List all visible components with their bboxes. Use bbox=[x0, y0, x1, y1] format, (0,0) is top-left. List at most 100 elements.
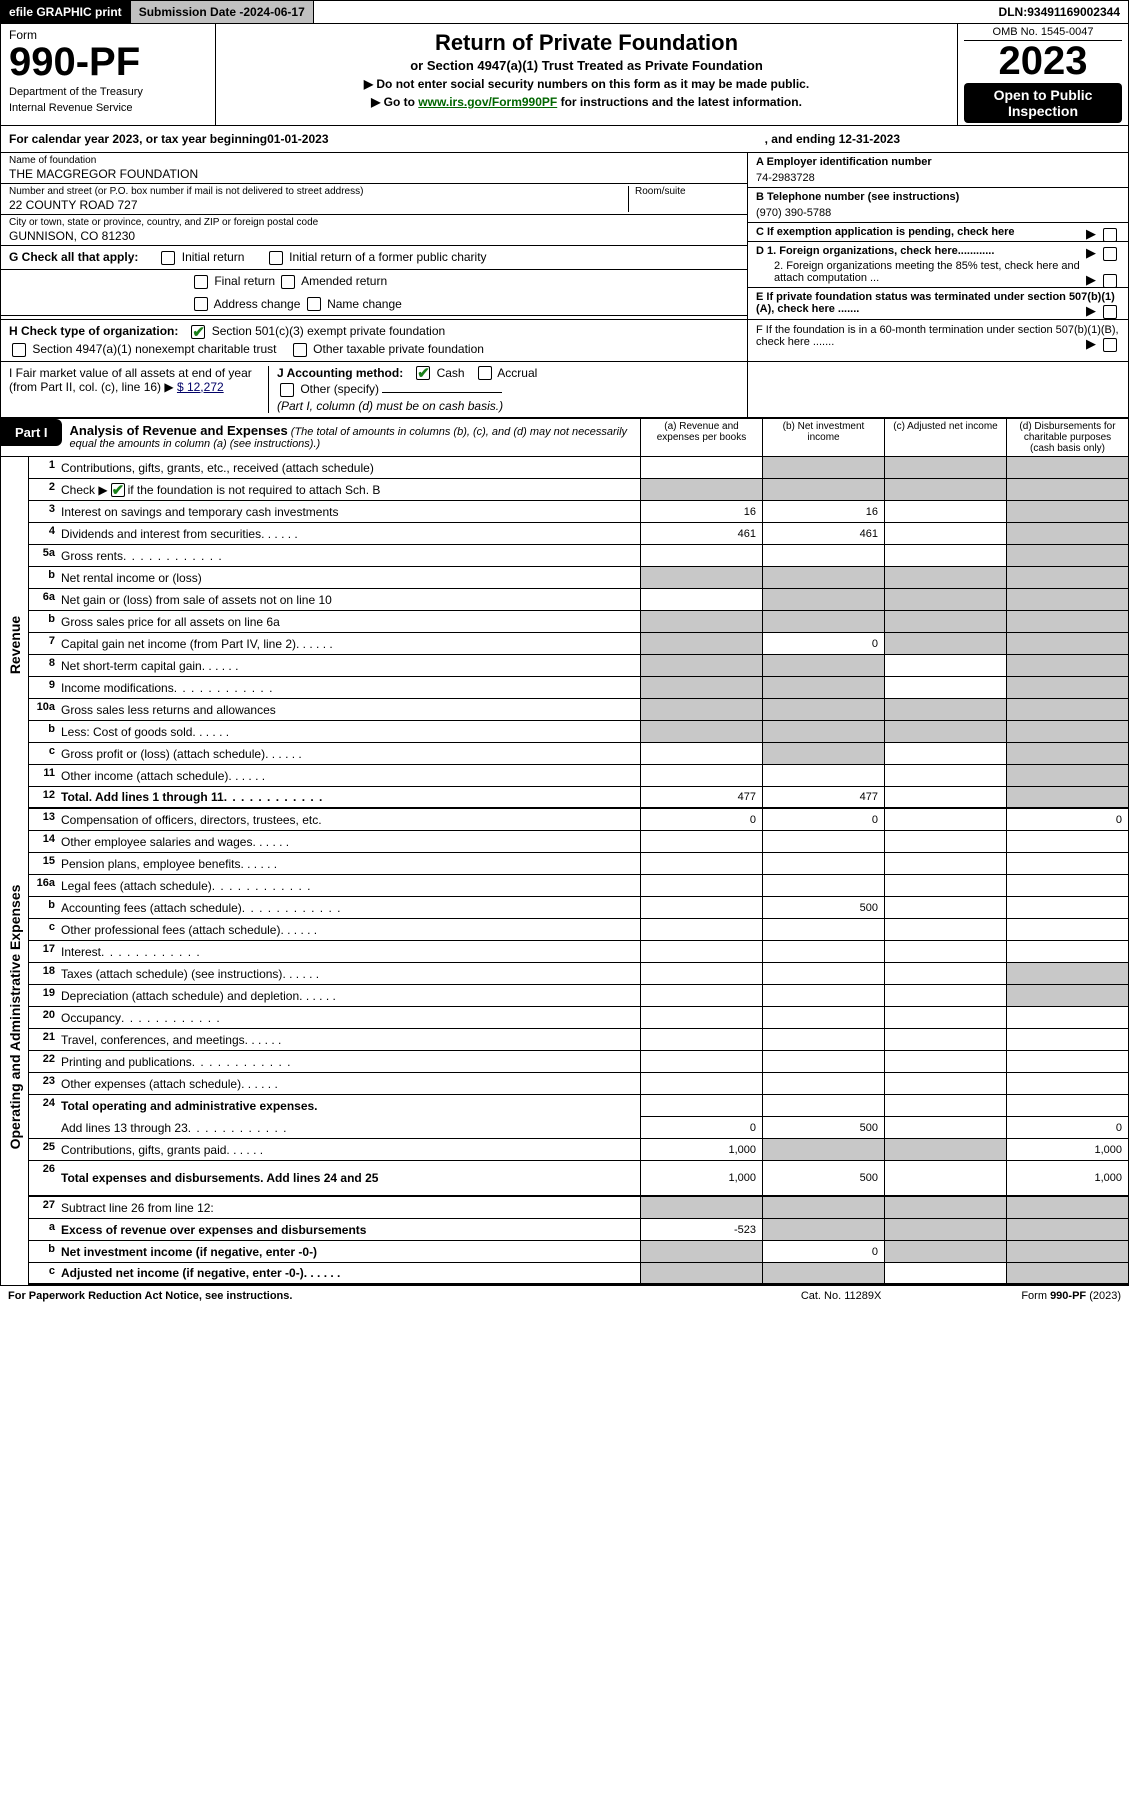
s501-checkbox[interactable] bbox=[191, 325, 205, 339]
l24b-v: 500 bbox=[762, 1117, 884, 1138]
l19: Depreciation (attach schedule) and deple… bbox=[59, 985, 640, 1006]
f-cell: F If the foundation is in a 60-month ter… bbox=[748, 320, 1128, 361]
street-cell: Number and street (or P.O. box number if… bbox=[9, 186, 629, 212]
c-text: C If exemption application is pending, c… bbox=[756, 226, 1015, 238]
l12: Total. Add lines 1 through 11 bbox=[59, 787, 640, 807]
l16b: Accounting fees (attach schedule) bbox=[59, 897, 640, 918]
cal-end-wrap: , and ending 12-31-2023 bbox=[765, 132, 1120, 146]
h-left: H Check type of organization: Section 50… bbox=[1, 320, 748, 361]
i-box: I Fair market value of all assets at end… bbox=[9, 366, 269, 414]
expenses-vtext: Operating and Administrative Expenses bbox=[7, 885, 23, 1150]
j-label: J Accounting method: bbox=[277, 366, 403, 380]
l2: Check ▶ if the foundation is not require… bbox=[59, 479, 640, 500]
dln-label: DLN: bbox=[999, 5, 1028, 19]
l14: Other employee salaries and wages bbox=[59, 831, 640, 852]
form-id-box: Form 990-PF Department of the Treasury I… bbox=[1, 24, 216, 125]
efile-print-button[interactable]: efile GRAPHIC print bbox=[1, 1, 131, 23]
col-d-head: (d) Disbursements for charitable purpose… bbox=[1006, 419, 1128, 456]
s4947-checkbox[interactable] bbox=[12, 343, 26, 357]
initial-return-checkbox[interactable] bbox=[161, 251, 175, 265]
l26d: 1,000 bbox=[1006, 1161, 1128, 1195]
cash-checkbox[interactable] bbox=[416, 366, 430, 380]
part1-text: Analysis of Revenue and Expenses (The to… bbox=[62, 419, 640, 456]
room-label: Room/suite bbox=[635, 186, 739, 197]
d1-checkbox[interactable] bbox=[1103, 247, 1117, 261]
l8: Net short-term capital gain bbox=[59, 655, 640, 676]
e-checkbox[interactable] bbox=[1103, 305, 1117, 319]
tel-label: B Telephone number (see instructions) bbox=[756, 191, 1120, 203]
l13a: 0 bbox=[640, 809, 762, 830]
d-cell: D 1. Foreign organizations, check here..… bbox=[748, 242, 1128, 288]
revenue-section: Revenue 1Contributions, gifts, grants, e… bbox=[1, 457, 1128, 809]
other-tax-checkbox[interactable] bbox=[293, 343, 307, 357]
initial-former-checkbox[interactable] bbox=[269, 251, 283, 265]
submission-date-label: Submission Date - bbox=[139, 5, 244, 19]
g-label: G Check all that apply: bbox=[9, 250, 138, 264]
l9: Income modifications bbox=[59, 677, 640, 698]
ein-value: 74-2983728 bbox=[756, 172, 1120, 184]
dln: DLN: 93491169002344 bbox=[991, 1, 1128, 23]
name-change-checkbox[interactable] bbox=[307, 297, 321, 311]
l22: Printing and publications bbox=[59, 1051, 640, 1072]
l2-post: if the foundation is not required to att… bbox=[128, 483, 381, 497]
col-b-head: (b) Net investment income bbox=[762, 419, 884, 456]
info-right: A Employer identification number 74-2983… bbox=[748, 153, 1128, 319]
revenue-lines: 1Contributions, gifts, grants, etc., rec… bbox=[29, 457, 1128, 809]
l1: Contributions, gifts, grants, etc., rece… bbox=[59, 457, 640, 478]
l4a: 461 bbox=[640, 523, 762, 544]
address-change-checkbox[interactable] bbox=[194, 297, 208, 311]
other-acct-checkbox[interactable] bbox=[280, 383, 294, 397]
l21: Travel, conferences, and meetings bbox=[59, 1029, 640, 1050]
l25d: 1,000 bbox=[1006, 1139, 1128, 1160]
l13b: 0 bbox=[762, 809, 884, 830]
accrual-checkbox[interactable] bbox=[478, 366, 492, 380]
l6b: Gross sales price for all assets on line… bbox=[59, 611, 640, 632]
cal-pre: For calendar year 2023, or tax year begi… bbox=[9, 132, 267, 146]
submission-date-value: 2024-06-17 bbox=[243, 5, 304, 19]
i-arrow: ▶ bbox=[164, 380, 173, 394]
city-state-zip: GUNNISON, CO 81230 bbox=[9, 229, 739, 243]
ssn-warning: ▶ Do not enter social security numbers o… bbox=[226, 77, 947, 91]
form-number: 990-PF bbox=[9, 42, 207, 82]
c-checkbox[interactable] bbox=[1103, 228, 1117, 242]
l25: Contributions, gifts, grants paid bbox=[59, 1139, 640, 1160]
ein-label: A Employer identification number bbox=[756, 156, 1120, 168]
accrual-label: Accrual bbox=[497, 366, 537, 380]
l7: Capital gain net income (from Part IV, l… bbox=[59, 633, 640, 654]
part1-label: Part I bbox=[1, 419, 62, 446]
part1-header: Part I Analysis of Revenue and Expenses … bbox=[1, 419, 1128, 457]
other-acct-label: Other (specify) bbox=[300, 382, 379, 396]
revenue-vtext: Revenue bbox=[7, 616, 23, 674]
net-lines: 27Subtract line 26 from line 12: aExcess… bbox=[29, 1197, 1128, 1285]
l10c: Gross profit or (loss) (attach schedule) bbox=[59, 743, 640, 764]
cash-label: Cash bbox=[437, 366, 465, 380]
l24a-v: 0 bbox=[640, 1117, 762, 1138]
irs-link[interactable]: www.irs.gov/Form990PF bbox=[418, 95, 557, 109]
j-box: J Accounting method: Cash Accrual Other … bbox=[269, 366, 739, 414]
addr-label: Number and street (or P.O. box number if… bbox=[9, 186, 622, 197]
l11: Other income (attach schedule) bbox=[59, 765, 640, 786]
amended-return-checkbox[interactable] bbox=[281, 275, 295, 289]
goto-link-line: ▶ Go to www.irs.gov/Form990PF for instru… bbox=[226, 95, 947, 109]
l12a: 477 bbox=[640, 787, 762, 807]
address-change-label: Address change bbox=[214, 297, 301, 311]
d2-checkbox[interactable] bbox=[1103, 274, 1117, 288]
l16c: Other professional fees (attach schedule… bbox=[59, 919, 640, 940]
l3b: 16 bbox=[762, 501, 884, 522]
year-box: OMB No. 1545-0047 2023 Open to Public In… bbox=[958, 24, 1128, 125]
f-checkbox[interactable] bbox=[1103, 338, 1117, 352]
final-return-checkbox[interactable] bbox=[194, 275, 208, 289]
cal-end: 12-31-2023 bbox=[839, 132, 900, 146]
form-footer: Form 990-PF (2023) bbox=[1021, 1290, 1121, 1302]
footer: For Paperwork Reduction Act Notice, see … bbox=[0, 1286, 1129, 1306]
ij-row: I Fair market value of all assets at end… bbox=[1, 362, 1128, 420]
room-cell: Room/suite bbox=[629, 186, 739, 212]
g-check-row1: G Check all that apply: Initial return I… bbox=[1, 246, 747, 270]
foundation-name: THE MACGREGOR FOUNDATION bbox=[9, 167, 739, 181]
l5a: Gross rents bbox=[59, 545, 640, 566]
goto-pre: ▶ Go to bbox=[371, 95, 418, 109]
l27: Subtract line 26 from line 12: bbox=[59, 1197, 640, 1218]
revenue-sidetab: Revenue bbox=[1, 457, 29, 809]
schb-checkbox[interactable] bbox=[111, 483, 125, 497]
l27aa: -523 bbox=[640, 1219, 762, 1240]
